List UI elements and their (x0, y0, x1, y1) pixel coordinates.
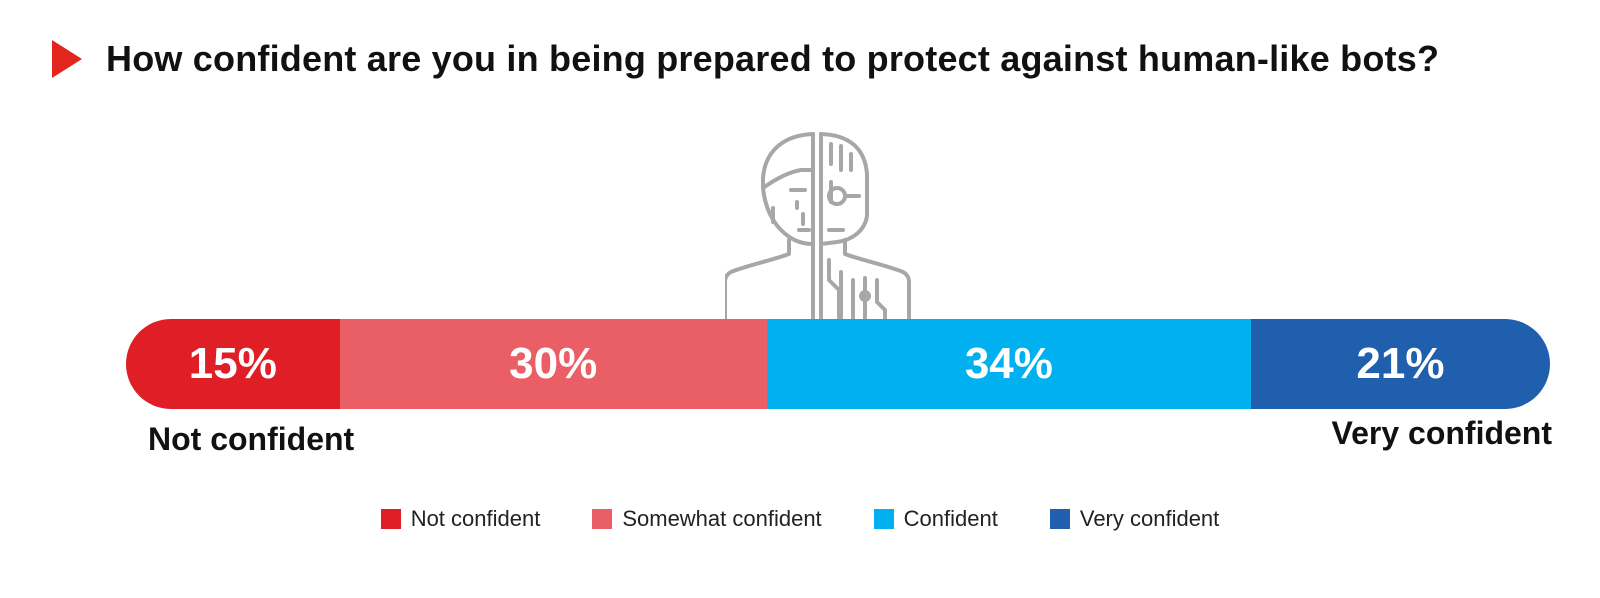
stacked-bar: 15% 30% 34% 21% (126, 319, 1550, 409)
legend: Not confident Somewhat confident Confident… (0, 506, 1600, 532)
legend-swatch (380, 509, 401, 529)
play-triangle-icon (52, 40, 82, 78)
data-label: 15% (188, 339, 277, 388)
legend-item: Somewhat confident (592, 506, 822, 532)
chart-title: How confident are you in being prepared … (106, 38, 1440, 79)
axis-end-label-left: Not confident (148, 421, 355, 457)
data-label: 30% (509, 339, 598, 388)
half-human-half-robot-icon (725, 132, 911, 322)
legend-label: Somewhat confident (622, 506, 822, 531)
legend-label: Very confident (1079, 506, 1220, 531)
chart-header: How confident are you in being prepared … (52, 38, 1439, 80)
bar-segment-confident: 34% (766, 319, 1251, 409)
legend-item: Confident (873, 506, 998, 532)
legend-swatch (1049, 509, 1070, 529)
legend-swatch (873, 509, 894, 529)
bar-segment-not-confident: 15% (126, 319, 340, 409)
data-label: 34% (964, 339, 1053, 388)
data-label: 21% (1356, 339, 1445, 388)
legend-label: Not confident (410, 506, 541, 531)
legend-item: Very confident (1049, 506, 1220, 532)
legend-swatch (592, 509, 613, 529)
axis-end-label-right: Very confident (1331, 415, 1553, 451)
legend-label: Confident (903, 506, 998, 531)
bar-segment-very-confident: 21% (1250, 319, 1550, 409)
legend-item: Not confident (380, 506, 541, 532)
bar-segment-somewhat-confident: 30% (339, 319, 767, 409)
